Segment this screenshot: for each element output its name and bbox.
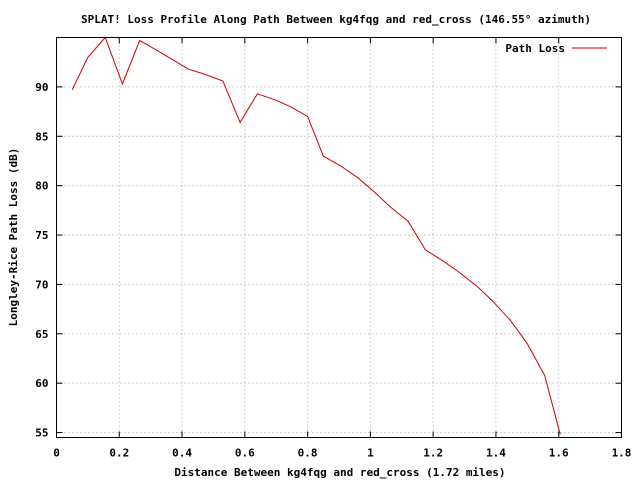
grid [56, 37, 622, 438]
path-loss-line [71, 36, 561, 435]
x-tick-label: 1.6 [549, 447, 569, 460]
legend: Path Loss [505, 42, 607, 55]
plot-frame [56, 37, 622, 438]
x-tick-label: 1.2 [423, 447, 443, 460]
x-tick-label: 1.8 [612, 447, 632, 460]
y-tick-label: 70 [35, 278, 48, 291]
y-tick-label: 60 [35, 377, 48, 390]
x-axis-label: Distance Between kg4fqg and red_cross (1… [174, 466, 505, 479]
x-tick-label: 0 [53, 447, 60, 460]
y-tick-label: 80 [35, 180, 48, 193]
x-tick-label: 0.2 [109, 447, 129, 460]
y-axis-tick-labels: 55 60 65 70 75 80 85 90 [35, 81, 48, 440]
axis-ticks [56, 37, 622, 438]
y-tick-label: 85 [35, 130, 48, 143]
x-tick-label: 0.6 [235, 447, 255, 460]
legend-label-path-loss: Path Loss [505, 42, 565, 55]
x-tick-label: 0.8 [298, 447, 318, 460]
y-tick-label: 90 [35, 81, 48, 94]
chart-title: SPLAT! Loss Profile Along Path Between k… [81, 13, 591, 26]
y-tick-label: 75 [35, 229, 48, 242]
y-tick-label: 65 [35, 328, 48, 341]
y-tick-label: 55 [35, 427, 48, 440]
x-tick-label: 0.4 [172, 447, 192, 460]
y-axis-label: Longley-Rice Path Loss (dB) [7, 148, 20, 327]
x-axis-tick-labels: 0 0.2 0.4 0.6 0.8 1 1.2 1.4 1.6 1.8 [53, 447, 631, 460]
x-tick-label: 1.4 [486, 447, 506, 460]
x-tick-label: 1 [367, 447, 374, 460]
